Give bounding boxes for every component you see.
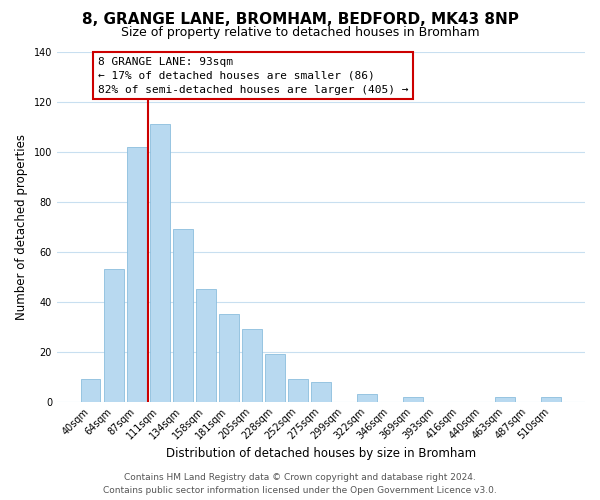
Y-axis label: Number of detached properties: Number of detached properties — [15, 134, 28, 320]
Text: 8, GRANGE LANE, BROMHAM, BEDFORD, MK43 8NP: 8, GRANGE LANE, BROMHAM, BEDFORD, MK43 8… — [82, 12, 518, 28]
X-axis label: Distribution of detached houses by size in Bromham: Distribution of detached houses by size … — [166, 447, 476, 460]
Bar — [496, 396, 515, 402]
Text: Size of property relative to detached houses in Bromham: Size of property relative to detached ho… — [121, 26, 479, 39]
Bar — [403, 396, 423, 402]
Bar — [127, 146, 146, 402]
Bar — [81, 379, 100, 402]
Bar — [357, 394, 377, 402]
Bar — [288, 379, 308, 402]
Bar — [541, 396, 561, 402]
Bar — [311, 382, 331, 402]
Bar — [219, 314, 239, 402]
Bar — [150, 124, 170, 402]
Bar — [173, 229, 193, 402]
Text: 8 GRANGE LANE: 93sqm
← 17% of detached houses are smaller (86)
82% of semi-detac: 8 GRANGE LANE: 93sqm ← 17% of detached h… — [98, 56, 408, 94]
Text: Contains HM Land Registry data © Crown copyright and database right 2024.
Contai: Contains HM Land Registry data © Crown c… — [103, 474, 497, 495]
Bar — [242, 329, 262, 402]
Bar — [104, 269, 124, 402]
Bar — [265, 354, 284, 402]
Bar — [196, 289, 215, 402]
